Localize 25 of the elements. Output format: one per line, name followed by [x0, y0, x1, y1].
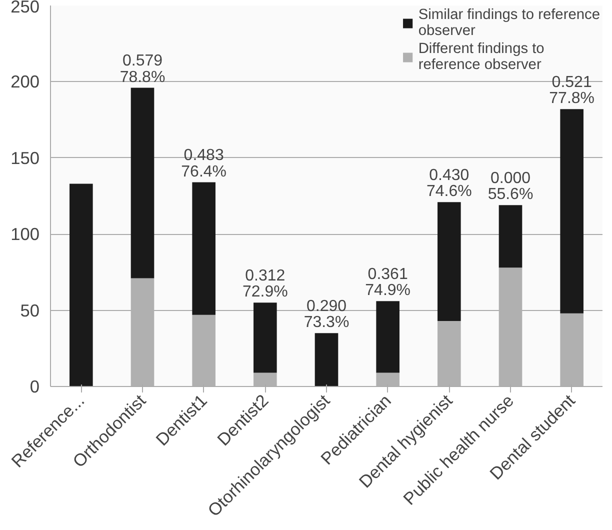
y-tick-label: 250 — [10, 0, 40, 16]
annotation: 0.361 74.9% — [365, 266, 411, 300]
bar — [130, 88, 154, 278]
bar — [70, 184, 93, 386]
annotation: 0.430 74.6% — [426, 166, 472, 200]
bar — [314, 333, 338, 386]
annotation: 0.290 73.3% — [304, 298, 350, 332]
bar — [438, 202, 461, 321]
y-tick-label: 0 — [30, 376, 40, 396]
legend-label: Similar findings to reference observer — [418, 7, 600, 39]
bar — [254, 302, 277, 373]
annotation: 0.000 55.6% — [488, 170, 534, 204]
annotation: 0.312 72.9% — [242, 268, 288, 301]
y-tick-label: 100 — [10, 224, 40, 244]
bar — [376, 301, 400, 373]
bar — [192, 182, 216, 315]
y-tick-label: 200 — [10, 72, 40, 92]
annotation: 0.579 78.8% — [120, 52, 166, 86]
legend-label: Different findings to reference observer — [418, 41, 544, 73]
bar — [560, 109, 584, 314]
annotation: 0.483 76.4% — [181, 147, 227, 180]
y-tick-label: 50 — [20, 300, 40, 320]
y-tick-label: 150 — [10, 148, 40, 168]
bar — [498, 205, 522, 268]
annotation: 0.521 77.8% — [549, 74, 595, 108]
